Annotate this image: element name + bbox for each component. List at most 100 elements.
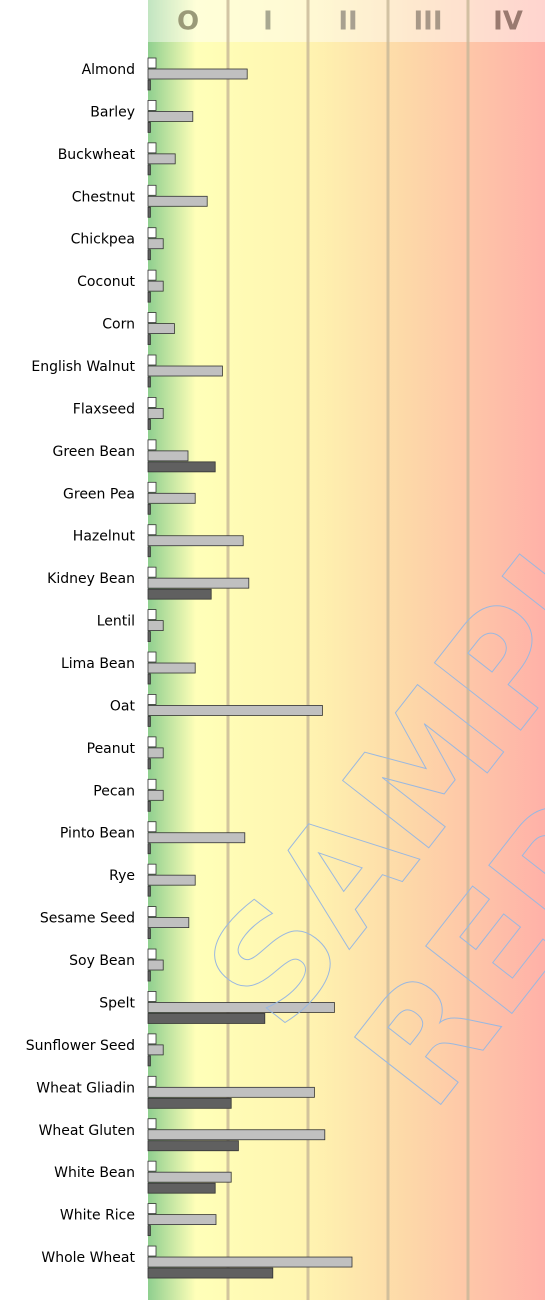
bar xyxy=(147,1075,157,1087)
category-label: Pinto Bean xyxy=(60,826,135,842)
bar xyxy=(147,503,151,515)
bar xyxy=(147,1256,353,1268)
category-label: Flaxseed xyxy=(73,401,135,417)
category-label: Peanut xyxy=(87,741,136,757)
bar xyxy=(147,1182,216,1194)
bar xyxy=(147,546,151,558)
bar xyxy=(147,821,157,833)
bar xyxy=(147,832,246,844)
category-label: Hazelnut xyxy=(73,529,136,545)
bar xyxy=(147,716,151,727)
category-label: Lentil xyxy=(97,614,135,630)
bar xyxy=(147,1267,274,1279)
bar xyxy=(147,778,157,790)
bar xyxy=(147,376,151,388)
bar xyxy=(147,1097,232,1109)
category-label: Coconut xyxy=(77,274,135,290)
bar xyxy=(147,79,151,91)
x-tick-label: O xyxy=(177,7,199,37)
bar xyxy=(147,354,157,366)
bar xyxy=(147,1245,157,1257)
category-label: White Rice xyxy=(60,1208,135,1224)
bar xyxy=(147,492,196,504)
bar xyxy=(147,1013,266,1024)
bar xyxy=(147,789,164,801)
bar xyxy=(147,195,208,207)
category-label: Sunflower Seed xyxy=(26,1038,135,1054)
category-label: Whole Wheat xyxy=(41,1250,135,1266)
bar xyxy=(147,736,157,748)
bar xyxy=(147,620,164,631)
bar xyxy=(147,419,151,430)
category-label: Corn xyxy=(102,317,135,333)
bar xyxy=(147,439,157,451)
bar xyxy=(147,651,157,663)
bar xyxy=(147,1055,151,1067)
bar xyxy=(147,662,196,674)
bar xyxy=(147,238,164,250)
bar xyxy=(147,609,157,620)
bar xyxy=(147,843,151,855)
bar xyxy=(147,800,151,812)
bar xyxy=(147,206,151,218)
bar xyxy=(147,928,151,939)
bar xyxy=(147,1140,239,1152)
bar xyxy=(147,758,151,770)
bar xyxy=(147,142,157,154)
bar xyxy=(147,111,194,122)
bar xyxy=(147,365,223,377)
bar xyxy=(147,269,157,281)
bar xyxy=(147,323,175,334)
bar xyxy=(147,917,190,928)
category-label: Rye xyxy=(109,868,135,884)
bar xyxy=(147,524,157,536)
bar xyxy=(147,227,157,239)
bar xyxy=(147,164,151,176)
bar xyxy=(147,1214,217,1226)
category-label: Lima Bean xyxy=(61,656,135,672)
bar xyxy=(147,481,157,493)
category-label: English Walnut xyxy=(31,359,135,375)
bar xyxy=(147,535,244,547)
bar xyxy=(147,959,164,971)
bar xyxy=(147,1033,157,1045)
bar xyxy=(147,1002,335,1013)
bar xyxy=(147,863,157,875)
bar xyxy=(147,153,176,165)
bar xyxy=(147,450,189,462)
bar xyxy=(147,705,323,716)
bar xyxy=(147,1129,326,1141)
header-strip xyxy=(148,0,545,42)
background xyxy=(148,0,545,1300)
x-tick-label: II xyxy=(338,7,357,37)
category-label: Buckwheat xyxy=(58,147,136,163)
bar xyxy=(147,280,164,292)
bar xyxy=(147,1160,157,1172)
category-label: Soy Bean xyxy=(69,953,135,969)
bar xyxy=(147,1086,315,1098)
bar xyxy=(147,249,151,261)
bar xyxy=(147,588,212,600)
bar xyxy=(147,334,151,345)
bar xyxy=(147,1171,232,1183)
bar xyxy=(147,673,151,685)
category-label: Chestnut xyxy=(72,189,136,205)
category-label: Barley xyxy=(90,104,135,120)
x-tick-label: I xyxy=(263,7,273,37)
category-label: Spelt xyxy=(99,995,135,1011)
bar xyxy=(147,885,151,897)
bar xyxy=(147,291,151,303)
bar xyxy=(147,461,216,473)
bar xyxy=(147,970,151,982)
bar xyxy=(147,747,164,759)
bar xyxy=(147,1044,164,1056)
category-label: Green Pea xyxy=(63,486,135,502)
category-label: Wheat Gliadin xyxy=(36,1080,135,1096)
category-label: Wheat Gluten xyxy=(39,1123,135,1139)
bar xyxy=(147,1203,157,1215)
bar xyxy=(147,1225,151,1237)
bar xyxy=(147,694,157,705)
category-label: Sesame Seed xyxy=(40,911,135,927)
